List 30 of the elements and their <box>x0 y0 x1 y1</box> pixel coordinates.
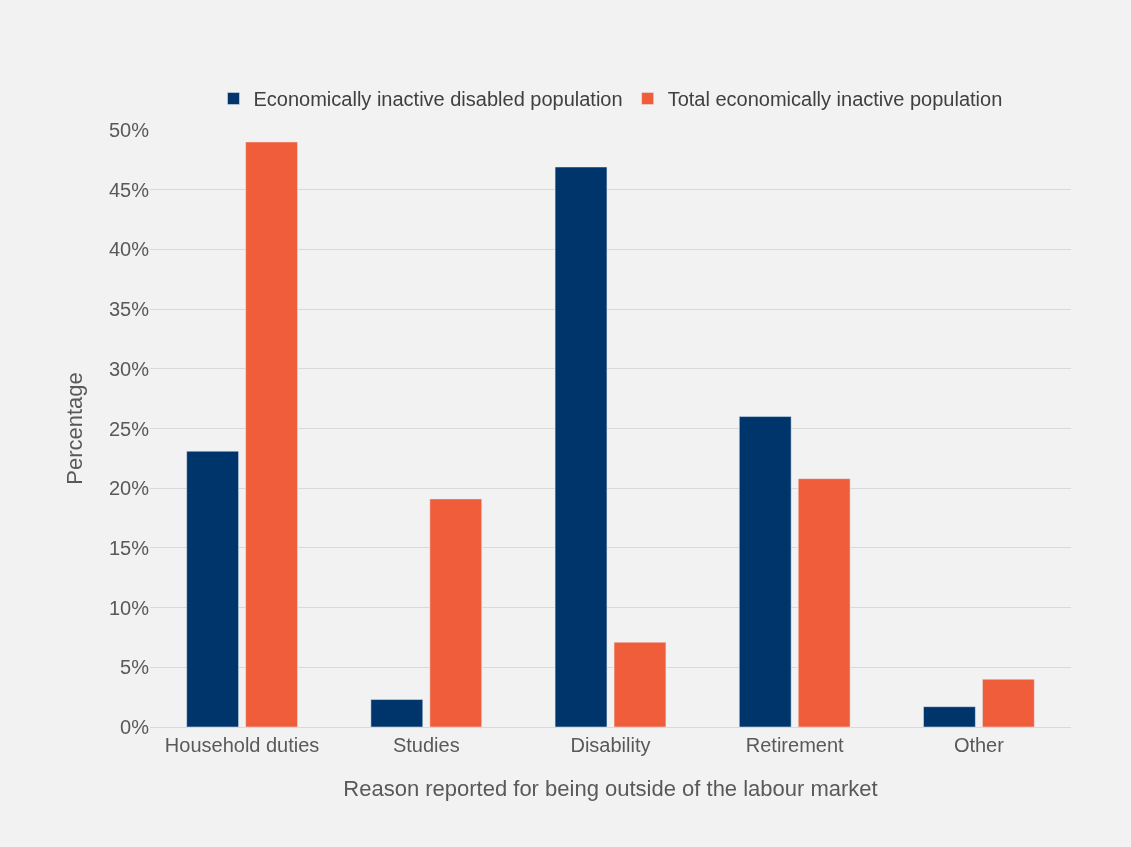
bar <box>797 478 851 727</box>
bar <box>739 416 792 727</box>
y-tick-label: 0% <box>120 716 150 738</box>
y-tick-label: 25% <box>108 417 150 440</box>
bar <box>429 498 482 727</box>
bar <box>370 699 424 727</box>
y-tick-label: 15% <box>108 536 150 559</box>
y-tick-label: 30% <box>108 357 150 380</box>
x-axis-title: Reason reported for being outside of the labour market <box>343 775 878 801</box>
legend-label: Economically inactive disabled population <box>253 88 623 111</box>
bar <box>982 678 1035 727</box>
legend-label: Total economically inactive population <box>667 88 1003 111</box>
bar <box>245 141 298 727</box>
bar <box>554 166 608 727</box>
x-tick-label: Retirement <box>745 734 845 756</box>
x-tick-label: Household duties <box>164 734 320 756</box>
x-tick-label: Other <box>953 734 1005 756</box>
y-tick-label: 10% <box>108 596 150 619</box>
y-axis-title: Percentage <box>61 372 87 485</box>
y-tick-label: 50% <box>108 119 150 141</box>
bar <box>186 450 239 727</box>
x-tick-label: Studies <box>392 734 460 756</box>
bar <box>613 641 667 727</box>
y-tick-label: 5% <box>120 656 150 679</box>
x-tick-label: Disability <box>570 734 651 756</box>
y-tick-label: 40% <box>108 238 150 261</box>
y-tick-label: 45% <box>108 178 150 201</box>
y-tick-label: 20% <box>108 477 150 500</box>
bar <box>923 706 976 727</box>
y-tick-label: 35% <box>108 298 150 321</box>
